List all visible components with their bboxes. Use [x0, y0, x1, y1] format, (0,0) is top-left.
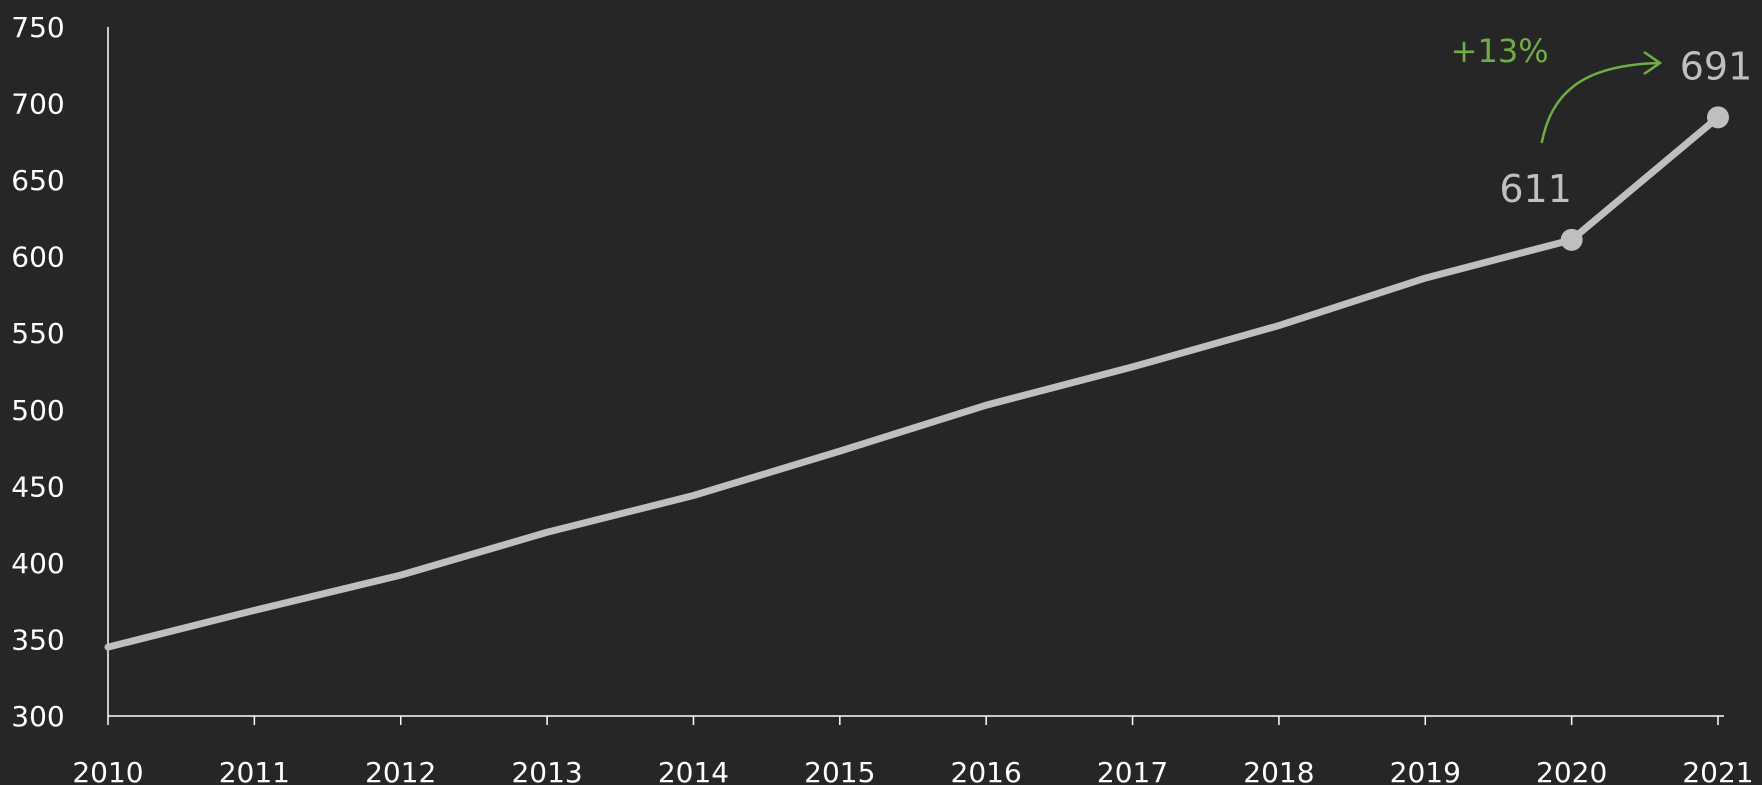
y-tick-label: 700 [11, 88, 64, 121]
x-tick-label: 2017 [1097, 756, 1168, 785]
x-tick-label: 2021 [1682, 756, 1753, 785]
y-tick-label: 300 [11, 700, 64, 733]
x-tick-label: 2016 [951, 756, 1022, 785]
highlight-point [1707, 106, 1729, 129]
x-tick-label: 2012 [365, 756, 436, 785]
highlight-markers [1560, 106, 1729, 251]
x-tick-label: 2010 [72, 756, 143, 785]
y-tick-label: 650 [11, 164, 64, 197]
x-axis-ticks: 2010 2011 2012 2013 2014 2015 2016 2017 2018 2019… [72, 716, 1754, 785]
data-labels: 611 691 [1499, 44, 1752, 210]
growth-arrowhead [1643, 50, 1663, 76]
x-tick-label: 2011 [219, 756, 290, 785]
y-tick-label: 450 [11, 470, 64, 503]
x-tick-label: 2013 [511, 756, 582, 785]
highlight-point [1560, 228, 1583, 251]
growth-annotation: +13% [1451, 32, 1663, 144]
x-tick-label: 2014 [658, 756, 729, 785]
y-tick-label: 750 [11, 11, 64, 44]
y-tick-label: 600 [11, 241, 64, 274]
y-tick-label: 550 [11, 317, 64, 350]
x-tick-label: 2018 [1243, 756, 1314, 785]
growth-arrow [1540, 61, 1661, 144]
y-tick-label: 500 [11, 394, 64, 427]
x-tick-label: 2019 [1390, 756, 1461, 785]
series-line [104, 113, 1722, 651]
x-tick-label: 2015 [804, 756, 875, 785]
y-axis-ticks: 300 350 400 450 500 550 600 650 700 750 [11, 11, 64, 733]
data-label: 611 [1499, 167, 1572, 211]
growth-annotation-label: +13% [1451, 32, 1549, 70]
y-tick-label: 400 [11, 547, 64, 580]
y-tick-label: 350 [11, 623, 64, 656]
data-label: 691 [1680, 44, 1753, 88]
x-tick-label: 2020 [1536, 756, 1607, 785]
